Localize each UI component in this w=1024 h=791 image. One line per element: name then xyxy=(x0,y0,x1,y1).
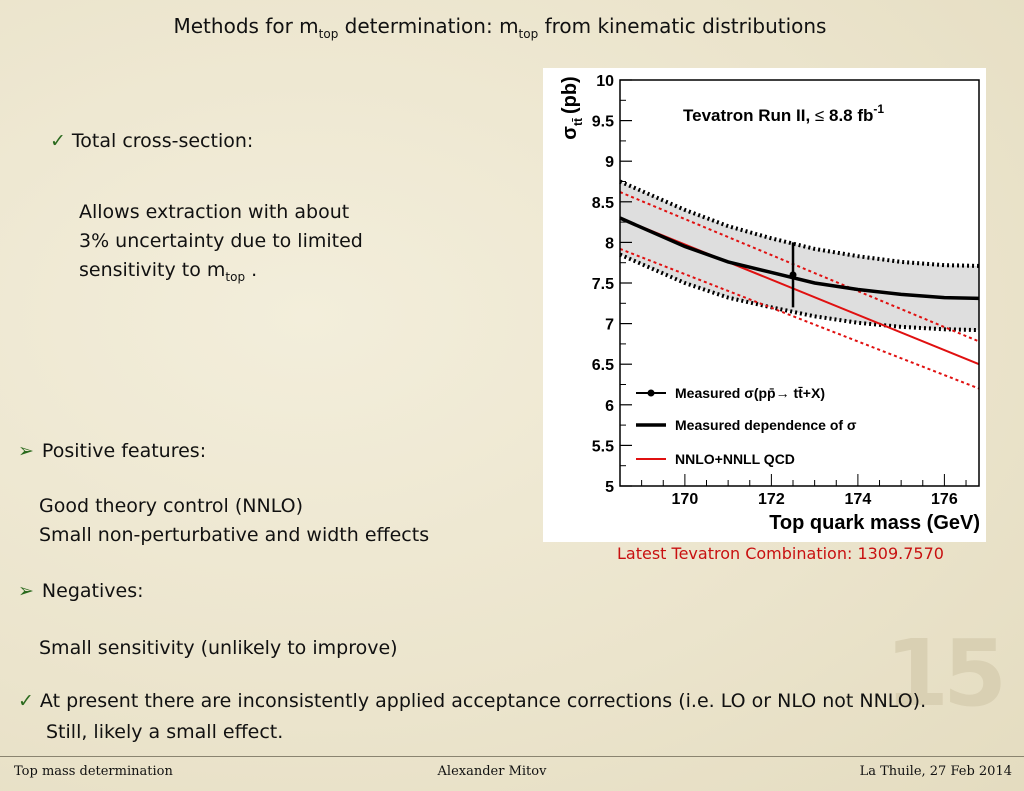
y-tick-label: 8.5 xyxy=(592,195,614,212)
y-tick-label: 5 xyxy=(605,479,614,496)
legend-measured-dep: Measured dependence of σ xyxy=(675,417,857,433)
y-tick-label: 6.5 xyxy=(592,357,614,374)
footer-right: La Thuile, 27 Feb 2014 xyxy=(859,764,1012,779)
bullet-text: Negatives: xyxy=(41,580,144,602)
positive-item: Good theory control (NNLO) xyxy=(39,495,303,517)
bullet-cross-section: ✓ Total cross-section: xyxy=(50,130,253,152)
bullet-text: Positive features: xyxy=(41,440,207,462)
y-tick-label: 7.5 xyxy=(592,276,614,293)
x-axis-label: Top quark mass (GeV) xyxy=(769,512,980,534)
check-icon: ✓ xyxy=(18,690,34,712)
bullet-negatives: ➢ Negatives: xyxy=(18,580,144,602)
bullet-present: ✓ At present there are inconsistently app… xyxy=(18,690,926,712)
y-tick-label: 10 xyxy=(596,73,614,90)
y-tick-label: 9.5 xyxy=(592,114,614,131)
measured-band-lower xyxy=(619,252,980,333)
allows-line-1: Allows extraction with about xyxy=(79,201,350,223)
y-tick-label: 6 xyxy=(605,398,614,415)
allows-text: Allows extraction with about 3% uncertai… xyxy=(79,198,363,292)
legend-theory: NNLO+NNLL QCD xyxy=(675,451,795,467)
chart-annotation: Tevatron Run II, ≤ 8.8 fb-1 xyxy=(683,102,884,125)
measured-band-upper xyxy=(619,179,980,268)
x-tick-label: 174 xyxy=(845,491,872,508)
allows-line-3: sensitivity to mtop . xyxy=(79,259,258,284)
check-icon: ✓ xyxy=(50,130,66,152)
page-number: 15 xyxy=(885,620,1007,727)
theory-lower xyxy=(619,247,980,390)
bullet-text: At present there are inconsistently appl… xyxy=(39,690,927,712)
bullet-text: Total cross-section: xyxy=(71,130,254,152)
footer-left: Top mass determination xyxy=(14,764,173,779)
negative-item: Small sensitivity (unlikely to improve) xyxy=(39,637,398,659)
y-tick-label: 8 xyxy=(605,235,614,252)
y-tick-label: 5.5 xyxy=(592,438,614,455)
x-tick-label: 170 xyxy=(672,491,699,508)
legend-measured-point: Measured σ(pp̄→ tt̄+X) xyxy=(675,385,825,401)
cross-section-chart: 5 5.5 6 6.5 7 7.5 8 8.5 9 9.5 10 170 172 174 176 Measu… xyxy=(543,68,986,542)
x-tick-label: 176 xyxy=(931,491,958,508)
bullet-positive: ➢ Positive features: xyxy=(18,440,206,462)
positive-item: Small non-perturbative and width effects xyxy=(39,524,430,546)
allows-line-2: 3% uncertainty due to limited xyxy=(79,230,363,252)
page-title: Methods for mtop determination: mtop fro… xyxy=(173,14,827,41)
reference-link: Latest Tevatron Combination: 1309.7570 xyxy=(617,544,944,563)
present-continuation: Still, likely a small effect. xyxy=(46,721,284,743)
y-tick-label: 9 xyxy=(605,154,614,171)
arrow-icon: ➢ xyxy=(18,580,34,602)
legend-point-marker xyxy=(647,389,655,397)
y-tick-label: 7 xyxy=(605,317,614,334)
theory-upper xyxy=(619,191,980,343)
chart-svg: 5 5.5 6 6.5 7 7.5 8 8.5 9 9.5 10 170 172 174 176 Measu… xyxy=(559,73,980,534)
svg-text:σtt̄(pb): σtt̄(pb) xyxy=(559,76,585,139)
y-axis-label: σtt̄(pb) xyxy=(559,76,585,139)
measured-dependence-line xyxy=(619,216,980,301)
footer-center: Alexander Mitov xyxy=(437,764,547,779)
arrow-icon: ➢ xyxy=(18,440,34,462)
x-tick-label: 172 xyxy=(758,491,785,508)
measured-point xyxy=(789,271,797,279)
positive-list: Good theory control (NNLO) Small non-per… xyxy=(39,492,429,550)
measured-band xyxy=(620,181,979,331)
footer-divider xyxy=(0,756,1024,757)
